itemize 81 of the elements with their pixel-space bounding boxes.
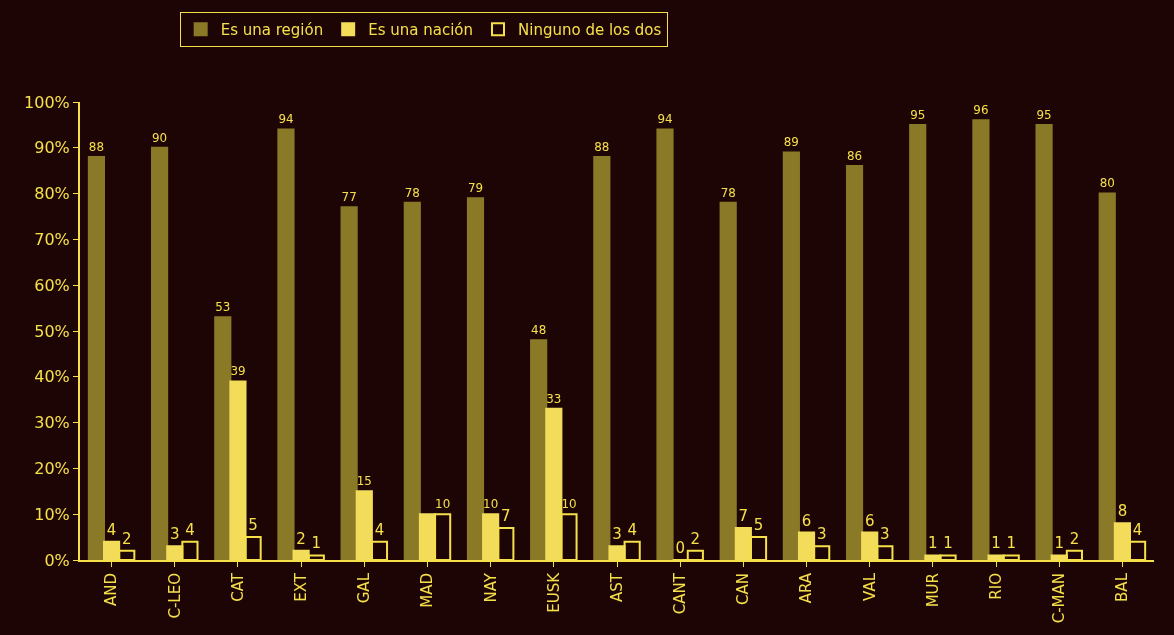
y-tick-label: 20% <box>34 459 70 478</box>
data-label: 88 <box>88 139 104 154</box>
data-label: 7 <box>738 506 749 525</box>
x-tick-label: ARA <box>797 572 816 604</box>
data-label: 86 <box>846 148 863 163</box>
x-tick-label: NAY <box>481 572 500 603</box>
data-label: 3 <box>880 525 890 544</box>
data-label: 95 <box>1036 107 1052 122</box>
legend-label: Ninguno de los dos <box>518 21 662 40</box>
data-label: 5 <box>753 516 764 535</box>
y-tick-label: 40% <box>34 367 70 387</box>
x-tick-label: CAN <box>734 573 753 605</box>
data-label: 48 <box>531 322 547 337</box>
data-label: 2 <box>121 529 132 548</box>
data-label: 1 <box>928 534 938 553</box>
data-label: 90 <box>152 130 168 145</box>
y-tick-label: 80% <box>34 184 70 204</box>
data-label: 53 <box>215 300 231 315</box>
data-label: 78 <box>720 185 736 200</box>
y-tick-label: 10% <box>34 504 70 524</box>
data-label: 4 <box>374 520 385 539</box>
data-label: 95 <box>910 107 926 122</box>
data-label: 88 <box>594 139 610 154</box>
data-label: 1 <box>311 534 322 553</box>
data-label: 94 <box>657 112 673 127</box>
x-tick-label: C-LEO <box>165 573 184 619</box>
data-label: 94 <box>278 112 294 127</box>
data-label: 6 <box>864 511 875 530</box>
data-label: 33 <box>546 391 562 406</box>
data-label: 2 <box>1069 529 1080 548</box>
x-tick-label: VAL <box>860 572 879 601</box>
y-tick-label: 90% <box>34 138 70 158</box>
data-label: 1 <box>1006 534 1016 553</box>
x-tick-label: C-MAN <box>1050 573 1069 624</box>
data-label: 77 <box>341 190 357 205</box>
y-tick-label: 50% <box>34 321 70 341</box>
x-tick-label: CAT <box>228 572 247 602</box>
y-tick-label: 100% <box>24 92 70 112</box>
data-label: 1 <box>943 534 953 553</box>
legend-label: Es una nación <box>368 21 474 40</box>
data-label: 10 <box>435 497 451 512</box>
x-tick-label: EXT <box>291 572 310 602</box>
data-label: 5 <box>248 516 258 535</box>
x-tick-label: AND <box>102 573 121 607</box>
data-label: 7 <box>501 506 511 525</box>
data-label: 2 <box>296 529 306 548</box>
x-tick-label: CANT <box>671 572 690 615</box>
x-tick-label: GAL <box>355 572 374 604</box>
data-label: 0 <box>675 539 685 557</box>
data-label: 89 <box>783 135 799 150</box>
legend-label: Es una región <box>220 21 324 40</box>
data-label: 2 <box>690 529 701 548</box>
y-tick-label: 60% <box>34 275 70 295</box>
x-tick-label: AST <box>607 572 626 602</box>
y-tick-label: 30% <box>34 413 70 433</box>
data-label: 79 <box>467 181 484 195</box>
data-label: 96 <box>973 103 989 118</box>
data-label: 3 <box>612 525 622 544</box>
data-label: 4 <box>106 520 117 539</box>
x-tick-label: EUSK <box>544 571 563 613</box>
data-label: 4 <box>185 520 195 539</box>
x-tick-label: BAL <box>1113 572 1132 602</box>
data-label: 3 <box>169 525 180 544</box>
data-label: 1 <box>1054 534 1065 553</box>
data-label: 10 <box>561 497 577 512</box>
data-label: 80 <box>1099 176 1115 191</box>
data-label: 8 <box>1117 502 1128 521</box>
y-tick-label: 70% <box>34 230 70 249</box>
data-label: 39 <box>230 364 246 379</box>
x-tick-label: MAD <box>418 573 437 608</box>
data-label: 6 <box>801 511 812 530</box>
data-label: 10 <box>483 497 499 512</box>
x-tick-label: MUR <box>923 573 942 608</box>
data-label: 1 <box>991 534 1001 553</box>
data-label: 3 <box>816 525 827 544</box>
data-label: 4 <box>1132 520 1143 539</box>
y-tick-label: 0% <box>44 550 70 570</box>
data-label: 15 <box>356 474 372 489</box>
data-label: 4 <box>627 520 637 539</box>
x-tick-label: RIO <box>986 573 1005 600</box>
data-label: 78 <box>404 185 420 200</box>
